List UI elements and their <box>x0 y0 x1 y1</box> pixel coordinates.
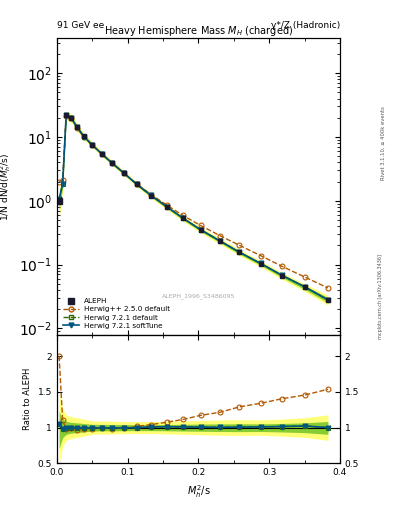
Text: γ*/Z (Hadronic): γ*/Z (Hadronic) <box>271 20 340 30</box>
Y-axis label: 1/N dN/d($M^2_h$/s): 1/N dN/d($M^2_h$/s) <box>0 153 13 221</box>
Text: 91 GeV ee: 91 GeV ee <box>57 20 104 30</box>
Text: Rivet 3.1.10, ≥ 400k events: Rivet 3.1.10, ≥ 400k events <box>381 106 386 180</box>
Text: mcplots.cern.ch [arXiv:1306.3436]: mcplots.cern.ch [arXiv:1306.3436] <box>378 254 383 339</box>
Y-axis label: Ratio to ALEPH: Ratio to ALEPH <box>23 368 32 430</box>
Title: Heavy Hemisphere Mass $M_H$ (charged): Heavy Hemisphere Mass $M_H$ (charged) <box>104 24 293 38</box>
Legend: ALEPH, Herwig++ 2.5.0 default, Herwig 7.2.1 default, Herwig 7.2.1 softTune: ALEPH, Herwig++ 2.5.0 default, Herwig 7.… <box>61 296 173 331</box>
X-axis label: $M^2_h$/s: $M^2_h$/s <box>187 483 210 500</box>
Text: ALEPH_1996_S3486095: ALEPH_1996_S3486095 <box>162 293 235 299</box>
